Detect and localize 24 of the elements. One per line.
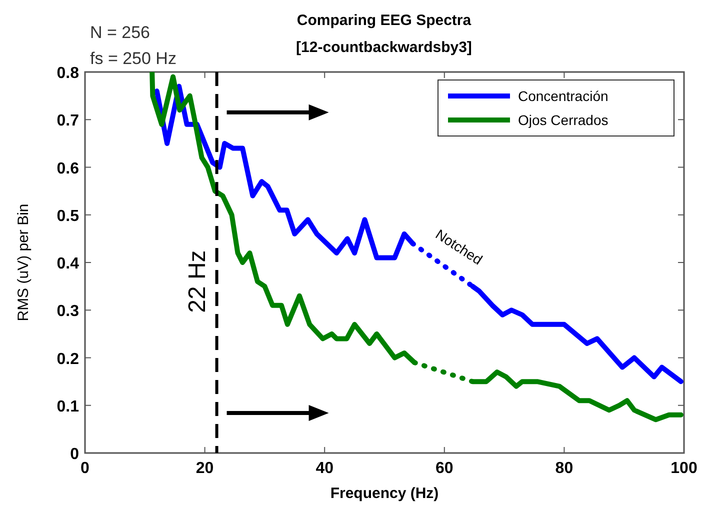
x-tick-label: 60 bbox=[436, 460, 454, 477]
y-tick-label: 0.7 bbox=[56, 112, 80, 130]
y-tick-label: 0.6 bbox=[56, 160, 80, 178]
x-axis-title: Frequency (Hz) bbox=[330, 485, 439, 502]
y-tick-label: 0.5 bbox=[56, 208, 80, 225]
x-tick-label: 100 bbox=[670, 460, 698, 477]
x-tick-label: 40 bbox=[316, 460, 334, 477]
legend-label: Concentración bbox=[518, 88, 608, 104]
y-tick-label: 0.4 bbox=[56, 256, 80, 272]
text: fs = 250 Hz bbox=[90, 49, 176, 68]
legend-label: Ojos Cerrados bbox=[518, 112, 608, 128]
text: N = 256 bbox=[90, 23, 150, 42]
y-axis-title: RMS (uV) per Bin bbox=[15, 204, 32, 322]
chart-subtitle: [12-countbackwardsby3] bbox=[296, 39, 472, 56]
y-tick-label: 0.1 bbox=[56, 398, 80, 416]
y-tick-label: 0.2 bbox=[56, 350, 80, 368]
y-tick-label: 0.3 bbox=[56, 303, 80, 320]
y-tick-label: 0.8 bbox=[56, 65, 80, 82]
x-tick-label: 80 bbox=[555, 460, 574, 477]
x-tick-label: 0 bbox=[80, 460, 90, 477]
chart-title: Comparing EEG Spectra bbox=[296, 12, 472, 29]
y-tick-label: 0 bbox=[70, 446, 80, 463]
x-tick-label: 20 bbox=[196, 460, 214, 477]
ref-line-label: 22 Hz bbox=[184, 250, 211, 313]
